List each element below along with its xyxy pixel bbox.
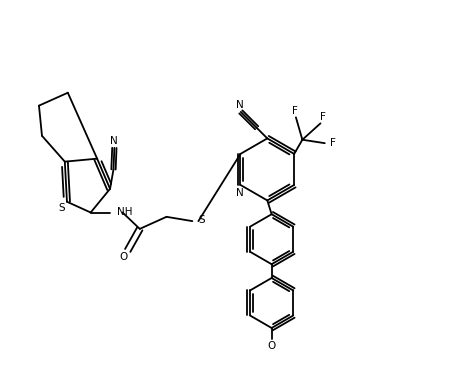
Text: N: N bbox=[236, 100, 244, 110]
Text: S: S bbox=[58, 203, 65, 213]
Text: F: F bbox=[292, 106, 298, 116]
Text: NH: NH bbox=[118, 207, 133, 217]
Text: O: O bbox=[119, 252, 127, 262]
Text: S: S bbox=[198, 215, 205, 225]
Text: F: F bbox=[329, 138, 336, 148]
Text: N: N bbox=[110, 137, 118, 146]
Text: F: F bbox=[320, 112, 326, 122]
Text: O: O bbox=[267, 341, 276, 351]
Text: N: N bbox=[236, 188, 243, 198]
